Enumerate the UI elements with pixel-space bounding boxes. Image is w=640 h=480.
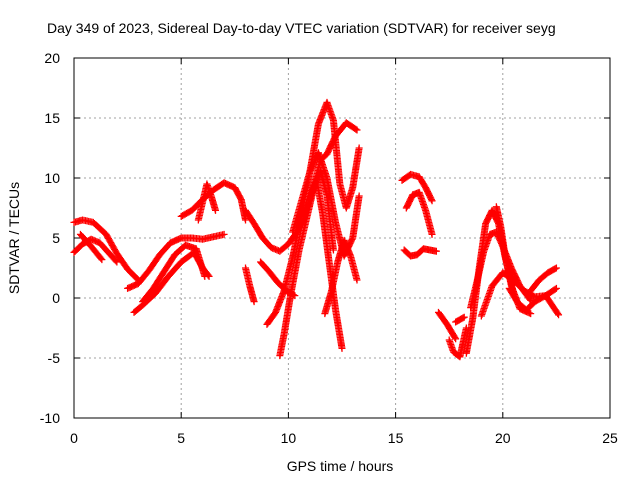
data-point bbox=[552, 284, 560, 292]
y-tick-label: -10 bbox=[40, 410, 60, 426]
series-arc-15 bbox=[312, 174, 346, 352]
series-arc-22 bbox=[452, 313, 468, 326]
series-arc-8 bbox=[194, 180, 220, 224]
data-point bbox=[428, 230, 436, 238]
x-tick-label: 10 bbox=[281, 430, 297, 446]
data-point bbox=[250, 298, 258, 306]
y-tick-label: 15 bbox=[44, 110, 60, 126]
series-arc-3 bbox=[76, 230, 106, 264]
data-point bbox=[527, 310, 535, 318]
data-point bbox=[353, 126, 361, 134]
y-axis-label: SDTVAR / TECUs bbox=[6, 182, 22, 294]
data-point bbox=[352, 125, 360, 133]
data-point bbox=[432, 247, 440, 255]
data-point bbox=[355, 144, 363, 152]
data-point bbox=[329, 246, 337, 254]
data-point bbox=[459, 314, 467, 322]
data-point bbox=[452, 335, 460, 343]
x-tick-label: 0 bbox=[70, 430, 78, 446]
series-arc-20 bbox=[434, 308, 460, 343]
data-point bbox=[212, 206, 220, 214]
data-point bbox=[460, 313, 468, 321]
x-tick-label: 15 bbox=[388, 430, 404, 446]
data-point bbox=[112, 257, 120, 265]
data-point bbox=[98, 256, 106, 264]
data-point bbox=[554, 310, 562, 318]
data-point bbox=[552, 264, 560, 272]
y-tick-label: 20 bbox=[44, 50, 60, 66]
series-arc-14 bbox=[289, 149, 363, 260]
x-tick-label: 5 bbox=[177, 430, 185, 446]
series-arc-4 bbox=[124, 230, 228, 292]
grid bbox=[74, 58, 610, 418]
y-tick-label: -5 bbox=[48, 350, 61, 366]
series-arc-27 bbox=[505, 284, 563, 319]
series-arc-19 bbox=[400, 245, 440, 260]
x-tick-label: 20 bbox=[495, 430, 511, 446]
data-point bbox=[451, 333, 459, 341]
series-arc-18 bbox=[402, 188, 436, 238]
data-point bbox=[338, 344, 346, 352]
series-arc-13 bbox=[276, 167, 337, 360]
data-point bbox=[555, 311, 563, 319]
data-point bbox=[97, 254, 105, 262]
y-tick-label: 0 bbox=[52, 290, 60, 306]
data-point bbox=[220, 230, 228, 238]
series-arc-16 bbox=[321, 236, 361, 318]
y-ticks: -10 -5 0 5 10 15 20 bbox=[40, 50, 610, 426]
data-point bbox=[201, 272, 209, 280]
y-tick-label: 5 bbox=[52, 230, 60, 246]
y-tick-label: 10 bbox=[44, 170, 60, 186]
data-point bbox=[428, 197, 436, 205]
data-point bbox=[551, 265, 559, 273]
data-point bbox=[355, 192, 363, 200]
data-points bbox=[70, 98, 563, 361]
data-point bbox=[353, 276, 361, 284]
chart-title: Day 349 of 2023, Sidereal Day-to-day VTE… bbox=[47, 20, 556, 36]
x-axis-label: GPS time / hours bbox=[287, 458, 394, 474]
series-arc-25 bbox=[477, 269, 560, 320]
series-arc-17 bbox=[398, 170, 436, 205]
x-tick-label: 25 bbox=[602, 430, 618, 446]
series-arc-28 bbox=[527, 264, 560, 295]
series-arc-6 bbox=[139, 241, 209, 306]
data-point bbox=[242, 216, 250, 224]
data-point bbox=[551, 285, 559, 293]
x-ticks: 0 5 10 15 20 25 bbox=[70, 58, 618, 446]
data-point bbox=[113, 258, 121, 266]
series-arc-10 bbox=[242, 264, 258, 306]
series-arc-12 bbox=[263, 98, 363, 328]
series-arc-1 bbox=[70, 216, 142, 284]
